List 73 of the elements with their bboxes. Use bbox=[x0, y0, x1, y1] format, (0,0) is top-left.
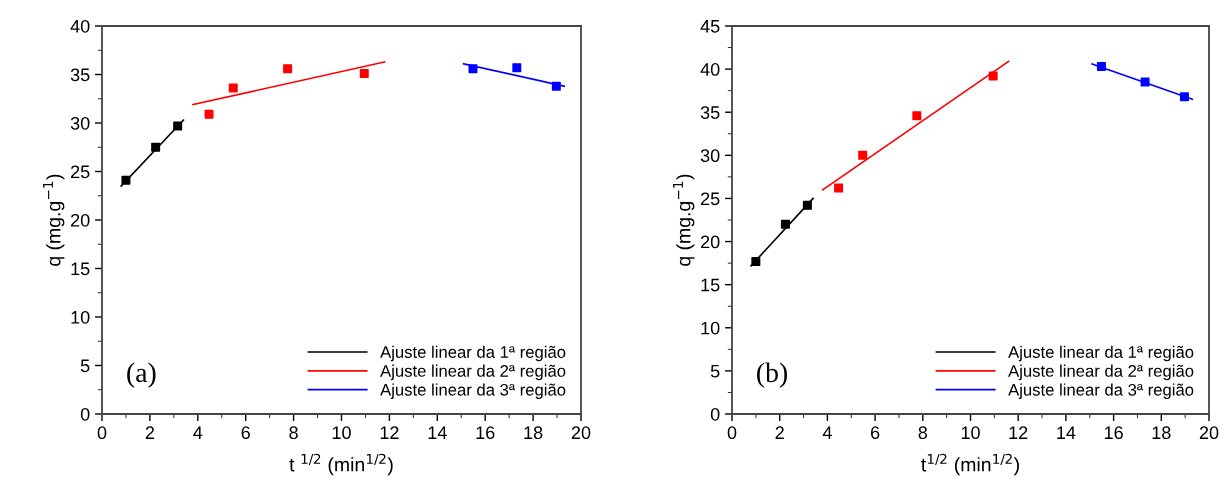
y-tick-label: 45 bbox=[700, 20, 720, 33]
y-tick-label: 20 bbox=[71, 213, 90, 227]
x-tick-label: 14 bbox=[428, 426, 447, 439]
point bbox=[834, 183, 844, 193]
x-tick-label: 8 bbox=[918, 426, 928, 440]
x-tick-label: 8 bbox=[289, 426, 298, 440]
y-tick-label: 20 bbox=[701, 235, 720, 249]
point bbox=[751, 256, 761, 266]
x-tick-label: 4 bbox=[822, 426, 832, 439]
x-tick-label: 18 bbox=[1152, 426, 1171, 440]
legend-label: Ajuste linear da 1ª região bbox=[380, 345, 566, 362]
point bbox=[912, 111, 922, 121]
point bbox=[121, 175, 131, 185]
y-tick-label: 10 bbox=[701, 321, 720, 335]
point bbox=[1096, 62, 1106, 72]
x-axis-title: t$^{1/2}$ (min$^{1/2}$) bbox=[921, 453, 1019, 476]
y-tick-label: 35 bbox=[70, 68, 90, 82]
point bbox=[858, 150, 868, 160]
point bbox=[988, 71, 998, 81]
point bbox=[1179, 92, 1189, 102]
point bbox=[1140, 77, 1150, 87]
point bbox=[551, 81, 561, 91]
legend-label: Ajuste linear da 2ª região bbox=[1008, 364, 1194, 381]
y-tick-label: 30 bbox=[70, 116, 90, 130]
y-tick-label: 5 bbox=[80, 359, 90, 373]
point bbox=[780, 219, 790, 229]
legend-label: Ajuste linear da 3ª região bbox=[1008, 383, 1194, 399]
legend-label: Ajuste linear da 2ª região bbox=[380, 364, 566, 381]
point bbox=[173, 121, 183, 131]
legend-label: Ajuste linear da 1ª região bbox=[1008, 345, 1194, 362]
x-tick-label: 0 bbox=[97, 426, 107, 440]
x-tick-label: 10 bbox=[332, 426, 351, 440]
point bbox=[512, 63, 522, 73]
point bbox=[151, 142, 161, 152]
y-tick-label: 0 bbox=[80, 407, 90, 421]
y-tick-label: 0 bbox=[710, 407, 720, 421]
x-tick-label: 2 bbox=[145, 426, 155, 439]
y-axis-title: q (mg.g$^{−1}$) bbox=[672, 174, 695, 266]
x-tick-label: 6 bbox=[871, 426, 880, 440]
x-tick-label: 10 bbox=[961, 426, 980, 440]
point bbox=[204, 109, 214, 119]
point bbox=[283, 64, 293, 74]
y-tick-label: 40 bbox=[700, 63, 720, 76]
x-axis-title: t $^{1/2}$ (min$^{1/2}$) bbox=[289, 453, 393, 476]
point bbox=[359, 69, 369, 79]
y-tick-label: 25 bbox=[701, 192, 720, 206]
legend-label: Ajuste linear da 3ª região bbox=[380, 383, 566, 399]
point bbox=[468, 64, 478, 74]
y-tick-label: 35 bbox=[700, 106, 720, 119]
point bbox=[802, 200, 812, 210]
y-tick-label: 25 bbox=[71, 165, 90, 179]
annotation: (b) bbox=[757, 362, 788, 388]
x-tick-label: 12 bbox=[380, 426, 399, 439]
y-tick-label: 15 bbox=[71, 262, 90, 276]
x-tick-label: 20 bbox=[571, 426, 591, 440]
x-tick-label: 18 bbox=[524, 426, 543, 440]
x-tick-label: 16 bbox=[1104, 426, 1123, 440]
y-tick-label: 5 bbox=[710, 365, 720, 378]
point bbox=[228, 83, 238, 93]
x-tick-label: 6 bbox=[241, 426, 250, 440]
x-tick-label: 0 bbox=[727, 426, 737, 440]
x-tick-label: 20 bbox=[1199, 426, 1219, 440]
y-tick-label: 15 bbox=[701, 278, 720, 292]
x-tick-label: 12 bbox=[1009, 426, 1028, 439]
x-tick-label: 2 bbox=[775, 426, 784, 439]
y-axis-title: q (mg.g$^{−1}$) bbox=[42, 174, 65, 266]
y-tick-label: 10 bbox=[71, 310, 90, 324]
x-tick-label: 16 bbox=[476, 426, 495, 440]
y-tick-label: 40 bbox=[70, 19, 90, 33]
x-tick-label: 4 bbox=[193, 426, 203, 439]
y-tick-label: 30 bbox=[700, 149, 720, 163]
x-tick-label: 14 bbox=[1057, 426, 1076, 439]
annotation: (a) bbox=[127, 362, 156, 388]
